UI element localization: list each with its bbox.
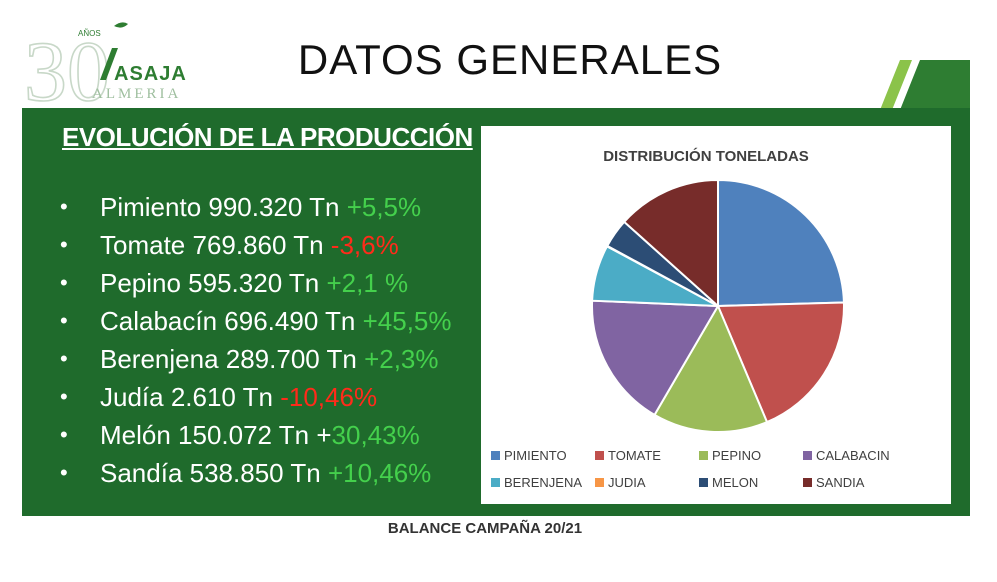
legend-label: SANDIA bbox=[816, 475, 865, 490]
chart-title: DISTRIBUCIÓN TONELADAS bbox=[603, 148, 809, 165]
item-text: Berenjena 289.700 Tn bbox=[100, 343, 365, 374]
list-item: • Berenjena 289.700 Tn +2,3% bbox=[60, 340, 452, 378]
item-text: Melón 150.072 Tn + bbox=[100, 419, 332, 450]
legend-label: TOMATE bbox=[608, 448, 661, 463]
item-text: Pepino 595.320 Tn bbox=[100, 267, 327, 298]
bullet-icon: • bbox=[60, 460, 68, 485]
item-percent: -3,6% bbox=[330, 229, 399, 260]
item-percent: +5,5% bbox=[346, 191, 422, 222]
logo-number: 30 bbox=[24, 23, 110, 108]
page-title: DATOS GENERALES bbox=[297, 36, 723, 83]
legend-item: BERENJENA bbox=[491, 475, 595, 490]
item-text: Pimiento 990.320 Tn bbox=[100, 191, 347, 222]
logo-region: ALMERIA bbox=[92, 86, 181, 102]
pie-slice-calabacin bbox=[591, 299, 720, 417]
content-panel: EVOLUCIÓN DE LA PRODUCCIÓN • Pimiento 990… bbox=[22, 108, 970, 516]
list-item: • Pepino 595.320 Tn +2,1 % bbox=[60, 264, 452, 302]
legend-swatch bbox=[803, 478, 812, 487]
legend-label: JUDIA bbox=[608, 475, 646, 490]
legend-swatch bbox=[595, 451, 604, 460]
logo-brand: ASAJA bbox=[114, 63, 187, 85]
pie-slice-pepino bbox=[653, 303, 769, 433]
legend-swatch bbox=[699, 478, 708, 487]
asaja-logo: 30 AÑOS ASAJA ALMERIA bbox=[22, 18, 192, 120]
legend-swatch bbox=[699, 451, 708, 460]
pie-slice-pimiento bbox=[717, 178, 845, 308]
item-text: Judía 2.610 Tn bbox=[100, 381, 281, 412]
footer-text: BALANCE CAMPAÑA 20/21 bbox=[387, 520, 583, 537]
legend-label: PEPINO bbox=[712, 448, 762, 463]
item-percent: 30,43% bbox=[331, 419, 420, 450]
bullet-icon: • bbox=[60, 232, 68, 257]
section-heading: EVOLUCIÓN DE LA PRODUCCIÓN bbox=[62, 122, 473, 152]
legend-item: CALABACIN bbox=[803, 448, 923, 463]
list-item: • Melón 150.072 Tn +30,43% bbox=[60, 416, 452, 454]
bullet-icon: • bbox=[60, 270, 68, 295]
legend-item: JUDIA bbox=[595, 475, 699, 490]
item-percent: +2,3% bbox=[364, 343, 439, 374]
leaf-icon bbox=[114, 22, 128, 28]
item-percent: +45,5% bbox=[362, 305, 452, 336]
legend-swatch bbox=[491, 451, 500, 460]
item-text: Sandía 538.850 Tn bbox=[100, 457, 328, 488]
list-item: • Sandía 538.850 Tn +10,46% bbox=[60, 454, 452, 492]
item-percent: +2,1 % bbox=[326, 267, 409, 298]
logo-a-icon bbox=[100, 48, 118, 80]
list-item: • Judía 2.610 Tn -10,46% bbox=[60, 378, 452, 416]
legend-item: PIMIENTO bbox=[491, 448, 595, 463]
pie-svg bbox=[591, 178, 845, 433]
legend-item: MELON bbox=[699, 475, 803, 490]
list-item: • Tomate 769.860 Tn -3,6% bbox=[60, 226, 452, 264]
list-item: • Pimiento 990.320 Tn +5,5% bbox=[60, 188, 452, 226]
item-text: Calabacín 696.490 Tn bbox=[100, 305, 363, 336]
item-percent: -10,46% bbox=[280, 381, 378, 412]
legend-label: BERENJENA bbox=[504, 475, 583, 490]
legend-swatch bbox=[491, 478, 500, 487]
pie-slice-tomate bbox=[716, 301, 845, 424]
legend-swatch bbox=[595, 478, 604, 487]
bullet-icon: • bbox=[60, 346, 68, 371]
item-percent: +10,46% bbox=[327, 457, 432, 488]
production-list: • Pimiento 990.320 Tn +5,5% • Tomate 769.86… bbox=[60, 188, 452, 492]
logo-anos: AÑOS bbox=[78, 29, 101, 38]
chart-legend: PIMIENTO TOMATE PEPINO CALABACIN BERENJENA JU… bbox=[491, 448, 941, 490]
legend-label: CALABACIN bbox=[816, 448, 890, 463]
bullet-icon: • bbox=[60, 384, 68, 409]
list-item: • Calabacín 696.490 Tn +45,5% bbox=[60, 302, 452, 340]
legend-label: MELON bbox=[712, 475, 759, 490]
pie-chart: DISTRIBUCIÓN TONELADAS PIMIENTO TOMATE PEP… bbox=[481, 126, 951, 504]
legend-item: PEPINO bbox=[699, 448, 803, 463]
decorative-stripes bbox=[860, 60, 970, 110]
legend-item: TOMATE bbox=[595, 448, 699, 463]
bullet-icon: • bbox=[60, 194, 68, 219]
bullet-icon: • bbox=[60, 308, 68, 333]
item-text: Tomate 769.860 Tn bbox=[100, 229, 331, 260]
bullet-icon: • bbox=[60, 422, 68, 447]
legend-label: PIMIENTO bbox=[504, 448, 567, 463]
legend-item: SANDIA bbox=[803, 475, 923, 490]
pie-slice-sandia bbox=[622, 178, 719, 309]
legend-swatch bbox=[803, 451, 812, 460]
